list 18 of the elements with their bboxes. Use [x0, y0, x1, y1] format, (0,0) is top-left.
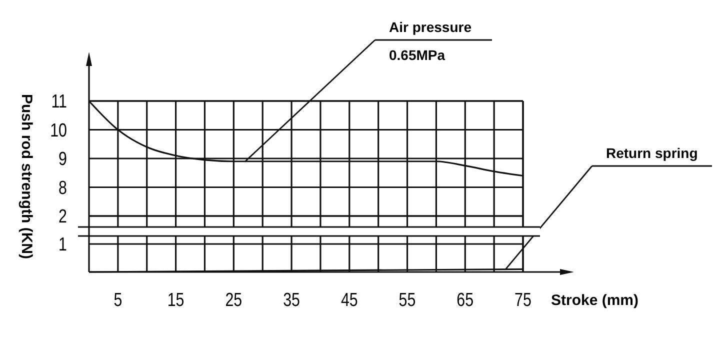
x-tick-label: 55 [398, 288, 416, 310]
x-tick-label: 25 [225, 288, 242, 310]
y-tick-label: 9 [58, 147, 67, 170]
x-tick-label: 35 [283, 288, 300, 310]
y-tick-label: 2 [58, 204, 67, 228]
y-tick-label: 11 [51, 90, 67, 112]
y-tick-label: 8 [58, 176, 67, 198]
x-tick-label: 15 [167, 288, 184, 310]
y-tick-label: 1 [58, 232, 67, 256]
y-axis-title: Push rod strength (KN) [18, 94, 35, 259]
annotation: Return spring [606, 145, 698, 161]
x-tick-label: 45 [340, 288, 358, 310]
annotation: Air pressure 0.65MPa [389, 19, 472, 63]
x-tick-label: 65 [456, 288, 474, 310]
x-axis-title: Stroke (mm) [551, 292, 639, 309]
x-tick-label: 5 [114, 288, 122, 310]
y-tick-label: 10 [50, 118, 67, 141]
x-tick-label: 75 [514, 288, 532, 310]
